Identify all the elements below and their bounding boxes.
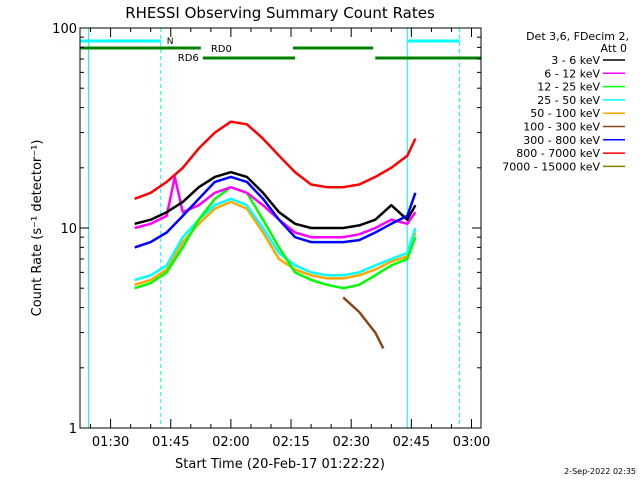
rd0-label: RD0 [211, 44, 232, 55]
legend-label: 800 - 7000 keV [516, 147, 600, 160]
series-line-100-300-kev [342, 296, 385, 349]
indicator-layer: N RD0 RD6 [80, 28, 481, 428]
legend-label: 25 - 50 keV [537, 94, 600, 107]
legend-label: 50 - 100 keV [530, 107, 600, 120]
legend-header-line-1: Det 3,6, FDecim 2, [526, 30, 629, 43]
x-tick-label: 03:00 [453, 435, 490, 450]
series-line-6-12-kev [134, 175, 417, 239]
chart-title: RHESSI Observing Summary Count Rates [125, 4, 435, 22]
series-line-25-50-kev [134, 197, 417, 282]
legend-label: 3 - 6 keV [551, 54, 600, 67]
series-line-3-6-kev [134, 170, 417, 230]
legend-label: 300 - 800 keV [523, 134, 600, 147]
x-tick-label: 01:30 [92, 435, 129, 450]
series-line-300-800-kev [134, 175, 417, 249]
series-line-50-100-kev [134, 200, 417, 286]
x-axis-label: Start Time (20-Feb-17 01:22:22) [175, 457, 385, 472]
x-tick-label: 02:15 [272, 435, 309, 450]
series-line-800-7000-kev [134, 120, 417, 200]
y-axis-label: Count Rate (s⁻¹ detector⁻¹) [30, 140, 45, 317]
x-tick-label: 02:30 [332, 435, 369, 450]
legend-label: 12 - 25 keV [537, 81, 600, 94]
y-tick-label: 100 [52, 22, 77, 37]
legend-header-line-2: Att 0 [601, 42, 627, 55]
legend-label: 7000 - 15000 keV [502, 160, 600, 173]
legend-label: 6 - 12 keV [544, 67, 600, 80]
plot-frame [79, 27, 482, 429]
x-tick-label: 02:45 [393, 435, 430, 450]
series-line-12-25-kev [134, 185, 417, 290]
y-tick-label: 1 [69, 422, 77, 437]
footer-timestamp: 2-Sep-2022 02:35 [564, 467, 636, 476]
legend-label: 100 - 300 keV [523, 121, 600, 134]
rd6-label: RD6 [178, 53, 199, 64]
night-label: N [167, 37, 174, 47]
x-tick-label: 02:00 [212, 435, 249, 450]
x-tick-label: 01:45 [152, 435, 189, 450]
y-tick-label: 10 [60, 222, 77, 237]
series-layer [134, 120, 417, 349]
